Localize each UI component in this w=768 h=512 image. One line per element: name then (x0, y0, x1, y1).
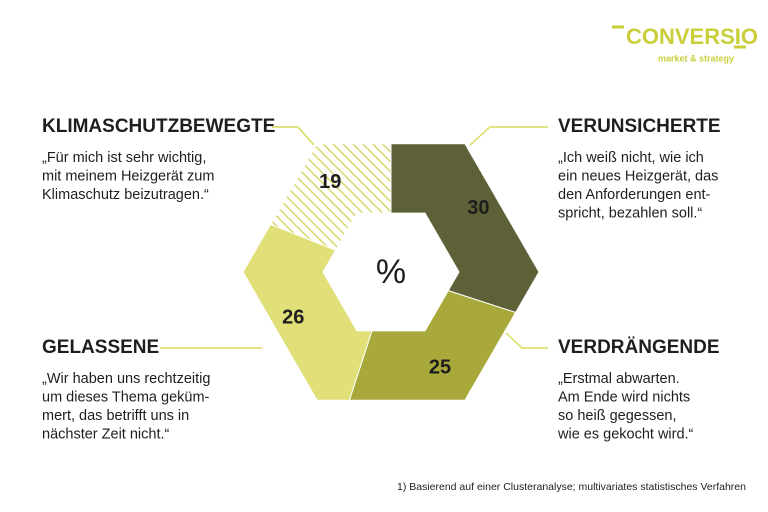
segment-name: GELASSENE (42, 337, 159, 358)
quote-line: nächster Zeit nicht.“ (42, 426, 169, 442)
footnote: 1) Basierend auf einer Clusteranalyse; m… (397, 481, 746, 493)
segment-name: KLIMASCHUTZBEWEGTE (42, 116, 275, 137)
segment (269, 143, 392, 251)
segment (348, 290, 517, 401)
quote-line: „Für mich ist sehr wichtig, (42, 150, 206, 166)
quote-line: wie es gekocht wird.“ (557, 426, 694, 442)
logo: CONVERSIO (626, 24, 758, 49)
leader-line (505, 332, 548, 349)
leader-line (469, 126, 548, 146)
value-label: 19 (319, 171, 341, 193)
segment (390, 143, 540, 314)
quote-line: um dieses Thema geküm- (42, 389, 210, 405)
quote-line: Klimaschutz beizutragen.“ (42, 187, 209, 203)
quote-line: mert, das betrifft uns in (42, 408, 189, 424)
quote-line: „Wir haben uns rechtzeitig (42, 371, 210, 387)
quote-line: ein neues Heizgerät, das (558, 168, 718, 184)
value-label: 25 (429, 357, 451, 379)
segment-name: VERUNSICHERTE (558, 116, 721, 137)
quote-line: mit meinem Heizgerät zum (42, 168, 214, 184)
segment (242, 223, 373, 401)
quote-line: Am Ende wird nichts (558, 389, 690, 405)
value-label: 30 (467, 197, 489, 219)
logo-tagline: market & strategy (658, 53, 734, 63)
quote-line: den Anforderungen ent- (558, 187, 711, 203)
quote-line: so heiß gegessen, (558, 408, 677, 424)
center-label: % (376, 253, 406, 291)
value-label: 26 (282, 306, 304, 328)
segment-name: VERDRÄNGENDE (558, 337, 720, 358)
quote-line: spricht, bezahlen soll.“ (558, 205, 702, 221)
leader-line (272, 126, 315, 146)
quote-line: „Ich weiß nicht, wie ich (558, 150, 704, 166)
quote-line: „Erstmal abwarten. (558, 371, 680, 387)
